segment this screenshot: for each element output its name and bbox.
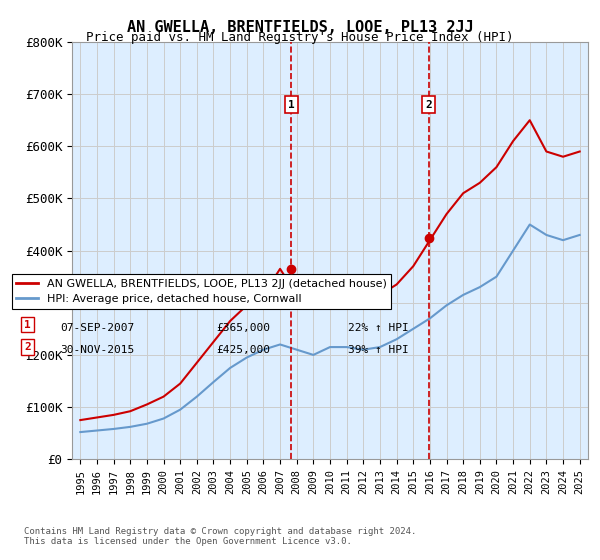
Text: 1: 1	[288, 100, 295, 110]
Text: 30-NOV-2015: 30-NOV-2015	[60, 345, 134, 355]
Text: Price paid vs. HM Land Registry's House Price Index (HPI): Price paid vs. HM Land Registry's House …	[86, 31, 514, 44]
Text: £425,000: £425,000	[216, 345, 270, 355]
Text: 2: 2	[425, 100, 432, 110]
Text: 39% ↑ HPI: 39% ↑ HPI	[348, 345, 409, 355]
Text: 22% ↑ HPI: 22% ↑ HPI	[348, 323, 409, 333]
Text: £365,000: £365,000	[216, 323, 270, 333]
Legend: AN GWELLA, BRENTFIELDS, LOOE, PL13 2JJ (detached house), HPI: Average price, det: AN GWELLA, BRENTFIELDS, LOOE, PL13 2JJ (…	[11, 274, 391, 309]
Text: Contains HM Land Registry data © Crown copyright and database right 2024.
This d: Contains HM Land Registry data © Crown c…	[24, 526, 416, 546]
Text: 07-SEP-2007: 07-SEP-2007	[60, 323, 134, 333]
Text: AN GWELLA, BRENTFIELDS, LOOE, PL13 2JJ: AN GWELLA, BRENTFIELDS, LOOE, PL13 2JJ	[127, 20, 473, 35]
Text: 2: 2	[24, 342, 31, 352]
Text: 1: 1	[24, 320, 31, 330]
